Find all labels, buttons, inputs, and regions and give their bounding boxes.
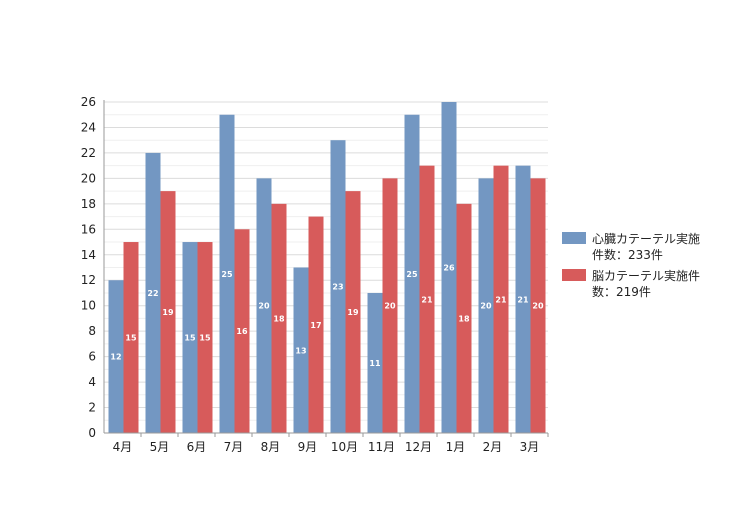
x-tick-label: 4月 xyxy=(113,440,133,454)
bar-value-label: 25 xyxy=(221,270,233,279)
bar-cerebral xyxy=(419,165,435,433)
grid-lines xyxy=(104,101,548,434)
bar-value-label: 11 xyxy=(369,359,381,368)
legend-label: 件数：233件 xyxy=(592,247,663,262)
bar-cerebral xyxy=(160,191,176,433)
bar-cerebral xyxy=(345,191,361,433)
bar-value-label: 12 xyxy=(110,353,121,362)
bar-value-label: 15 xyxy=(199,334,211,343)
x-tick-label: 11月 xyxy=(368,440,395,454)
bar-value-label: 22 xyxy=(147,289,158,298)
x-tick-label: 12月 xyxy=(405,440,432,454)
legend-swatch xyxy=(562,269,586,281)
y-tick-label: 0 xyxy=(88,426,96,440)
y-tick-label: 18 xyxy=(81,197,96,211)
y-tick-label: 10 xyxy=(81,299,96,313)
bar-cerebral xyxy=(493,165,509,433)
bar-value-label: 23 xyxy=(332,283,343,292)
bar-cerebral xyxy=(234,229,250,433)
y-tick-label: 4 xyxy=(88,375,96,389)
y-tick-label: 6 xyxy=(88,350,96,364)
bar-value-label: 19 xyxy=(162,308,174,317)
bar-value-label: 19 xyxy=(347,308,359,317)
bar-value-label: 20 xyxy=(384,302,396,311)
x-tick-label: 10月 xyxy=(331,440,358,454)
bar-cardiac xyxy=(478,178,494,433)
bar-cerebral xyxy=(382,178,398,433)
bar-value-label: 25 xyxy=(406,270,418,279)
x-tick-label: 2月 xyxy=(483,440,503,454)
bar-cerebral xyxy=(456,203,472,433)
bars xyxy=(108,102,546,433)
bar-cardiac xyxy=(515,165,531,433)
x-tick-label: 7月 xyxy=(224,440,244,454)
legend-label: 心臓カテーテル実施 xyxy=(592,231,700,246)
bar-cardiac xyxy=(145,152,161,433)
bar-value-label: 13 xyxy=(295,346,306,355)
bar-cerebral xyxy=(308,216,324,433)
x-tick-label: 1月 xyxy=(446,440,466,454)
bar-value-label: 26 xyxy=(443,264,455,273)
bar-cardiac xyxy=(404,114,420,433)
bar-cardiac xyxy=(441,102,457,433)
bar-cardiac xyxy=(293,267,309,433)
y-tick-label: 12 xyxy=(81,273,96,287)
bar-value-label: 21 xyxy=(421,295,433,304)
legend-label: 数：219件 xyxy=(592,284,651,299)
x-tick-label: 6月 xyxy=(187,440,207,454)
y-tick-label: 22 xyxy=(81,146,96,160)
bar-value-label: 15 xyxy=(184,334,196,343)
bar-value-label: 16 xyxy=(236,327,248,336)
bar-value-label: 18 xyxy=(273,314,285,323)
bar-cardiac xyxy=(256,178,272,433)
y-tick-label: 20 xyxy=(81,171,96,185)
y-tick-label: 24 xyxy=(81,120,96,134)
y-tick-label: 16 xyxy=(81,222,96,236)
bar-value-label: 15 xyxy=(125,334,137,343)
bar-cardiac xyxy=(108,280,124,433)
bar-cerebral xyxy=(123,242,139,433)
bar-cerebral xyxy=(197,242,213,433)
y-tick-label: 26 xyxy=(81,95,96,109)
bar-cardiac xyxy=(182,242,198,433)
y-tick-label: 2 xyxy=(88,401,96,415)
x-tick-label: 9月 xyxy=(298,440,318,454)
bar-cardiac xyxy=(219,114,235,433)
bar-value-label: 17 xyxy=(310,321,321,330)
legend-label: 脳カテーテル実施件 xyxy=(592,268,700,283)
bar-value-label: 18 xyxy=(458,314,470,323)
bar-value-label: 20 xyxy=(258,302,270,311)
bar-value-label: 20 xyxy=(480,302,492,311)
y-tick-label: 14 xyxy=(81,248,96,262)
bar-cerebral xyxy=(271,203,287,433)
bar-cardiac xyxy=(330,140,346,433)
x-tick-label: 5月 xyxy=(150,440,170,454)
legend-swatch xyxy=(562,232,586,244)
bar-value-label: 21 xyxy=(517,295,529,304)
y-tick-label: 8 xyxy=(88,324,96,338)
bar-value-label: 20 xyxy=(532,302,544,311)
x-tick-label: 3月 xyxy=(520,440,540,454)
bar-cardiac xyxy=(367,292,383,433)
bar-value-label: 21 xyxy=(495,295,507,304)
bar-cerebral xyxy=(530,178,546,433)
x-tick-label: 8月 xyxy=(261,440,281,454)
